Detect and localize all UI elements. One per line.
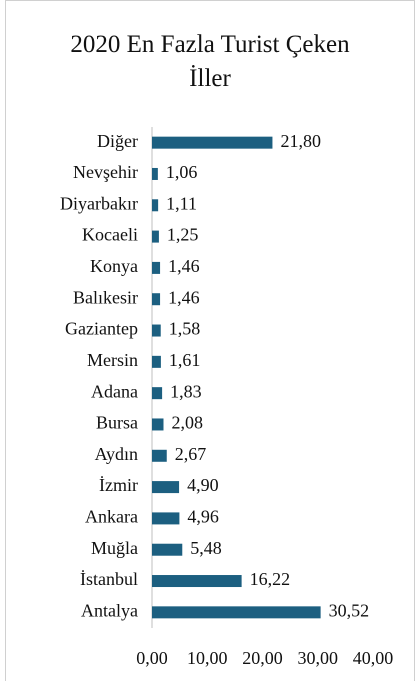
bar (152, 355, 161, 368)
y-tick-label: Balıkesir (73, 287, 138, 307)
bar (152, 418, 164, 431)
x-tick-label: 10,00 (187, 648, 228, 668)
y-tick-label: Diyarbakır (60, 193, 138, 213)
y-tick-label: Mersin (87, 350, 138, 370)
chart-border (5, 0, 415, 681)
data-label: 1,06 (166, 162, 198, 182)
data-label: 2,67 (175, 444, 207, 464)
data-label: 1,61 (169, 350, 201, 370)
y-tick-label: İzmir (99, 475, 138, 495)
x-tick-label: 20,00 (242, 648, 283, 668)
y-tick-label: Gaziantep (65, 319, 138, 339)
data-label: 5,48 (190, 538, 222, 558)
data-label: 30,52 (329, 600, 370, 620)
y-tick-label: Ankara (85, 507, 138, 527)
bar (152, 512, 180, 525)
y-tick-label: Kocaeli (82, 225, 138, 245)
data-label: 1,83 (170, 381, 202, 401)
y-tick-label: Bursa (96, 413, 138, 433)
bar (152, 199, 159, 212)
bar (152, 606, 321, 619)
data-label: 1,11 (166, 193, 197, 213)
y-tick-label: Konya (90, 256, 138, 276)
chart-title: 2020 En Fazla Turist Çeken İller (70, 31, 350, 92)
y-tick-label: Diğer (97, 131, 138, 151)
data-label: 1,46 (168, 287, 200, 307)
bar (152, 481, 180, 494)
x-tick-label: 40,00 (353, 648, 394, 668)
data-label: 1,25 (167, 225, 199, 245)
data-label: 16,22 (250, 569, 290, 589)
bar (152, 293, 161, 306)
y-tick-label: Adana (91, 381, 138, 401)
data-label: 1,58 (169, 319, 201, 339)
bar (152, 230, 159, 243)
y-tick-label: Nevşehir (73, 162, 138, 182)
bar (152, 167, 158, 180)
bar (152, 387, 163, 400)
y-tick-label: Muğla (91, 538, 138, 558)
data-label: 21,80 (280, 131, 321, 151)
bar (152, 261, 161, 274)
bar (152, 543, 183, 556)
bar (152, 575, 242, 588)
data-label: 4,96 (187, 507, 219, 527)
bar (152, 449, 167, 462)
x-tick-label: 0,00 (136, 648, 168, 668)
bar (152, 136, 273, 149)
data-label: 1,46 (168, 256, 200, 276)
data-label: 2,08 (171, 413, 203, 433)
y-tick-label: Antalya (81, 600, 138, 620)
bar (152, 324, 161, 337)
x-tick-label: 30,00 (298, 648, 339, 668)
y-tick-label: Aydın (95, 444, 138, 464)
data-label: 4,90 (187, 475, 219, 495)
y-tick-label: İstanbul (80, 569, 138, 589)
